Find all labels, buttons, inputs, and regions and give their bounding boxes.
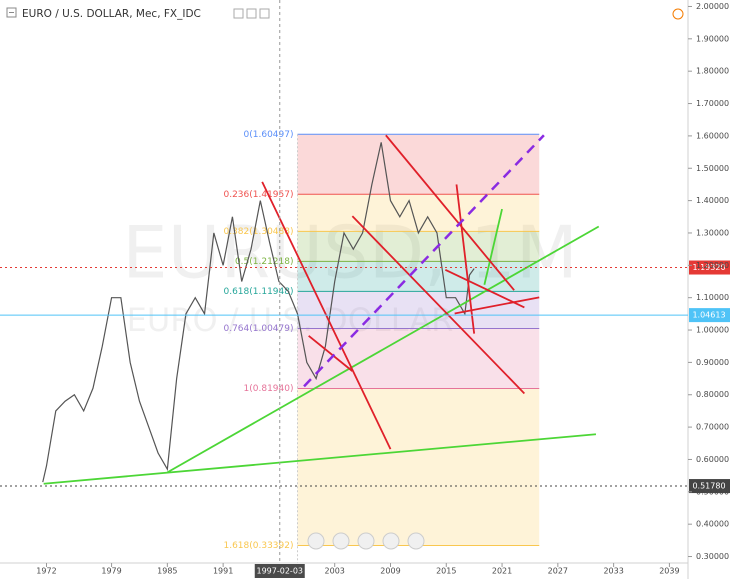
y-tick-label: 1.80000 bbox=[696, 67, 729, 76]
fib-band bbox=[297, 194, 540, 232]
x-tick-label: 1991 bbox=[213, 567, 233, 576]
y-tick-label: 0.70000 bbox=[696, 423, 729, 432]
x-tick-label: 2021 bbox=[492, 567, 512, 576]
fib-label: 0.618(1.11948) bbox=[223, 287, 293, 297]
crosshair-label: 1997-02-03 bbox=[257, 567, 304, 576]
y-tick-label: 1.40000 bbox=[696, 196, 729, 205]
fib-label: 0(1.60497) bbox=[244, 130, 294, 140]
fib-band bbox=[297, 231, 540, 262]
button[interactable] bbox=[259, 8, 270, 19]
alert-icon[interactable] bbox=[672, 8, 684, 20]
trendline bbox=[351, 215, 526, 395]
trendline bbox=[308, 335, 353, 372]
price-label: 1.19320 bbox=[692, 263, 725, 272]
fib-label: 0.764(1.00479) bbox=[223, 324, 293, 334]
y-tick-label: 1.10000 bbox=[696, 293, 729, 302]
price-label: 1.04613 bbox=[692, 311, 725, 320]
y-tick-label: 0.30000 bbox=[696, 552, 729, 561]
y-tick-label: 0.60000 bbox=[696, 455, 729, 464]
x-tick-label: 1985 bbox=[157, 567, 177, 576]
price-label: 0.51780 bbox=[692, 482, 725, 491]
collapse-icon[interactable] bbox=[6, 7, 17, 18]
y-tick-label: 1.20000 bbox=[696, 261, 729, 270]
watermark-sub: EURO / U.S. DOLLAR bbox=[127, 301, 454, 339]
y-tick-label: 1.00000 bbox=[696, 326, 729, 335]
toolbar-button[interactable] bbox=[382, 532, 400, 550]
trendline bbox=[43, 433, 597, 485]
price-label-box bbox=[689, 308, 730, 323]
trendline bbox=[444, 269, 525, 309]
trendline bbox=[454, 296, 540, 315]
fib-label: 0.5(1.21218) bbox=[235, 257, 294, 267]
toolbar-button[interactable] bbox=[407, 532, 425, 550]
y-tick-label: 1.60000 bbox=[696, 131, 729, 140]
zoom-toolbar bbox=[307, 532, 425, 550]
trendline bbox=[455, 184, 476, 334]
fib-label: 1(0.81940) bbox=[244, 384, 294, 394]
x-tick-label: 2009 bbox=[380, 567, 400, 576]
y-tick-label: 0.40000 bbox=[696, 520, 729, 529]
trendline bbox=[303, 134, 545, 388]
y-tick-label: 0.90000 bbox=[696, 358, 729, 367]
fib-band bbox=[297, 134, 540, 195]
chart-title: EURO / U.S. DOLLAR, Mec, FX_IDC bbox=[22, 8, 201, 20]
x-tick-label: 2003 bbox=[325, 567, 345, 576]
trendline bbox=[483, 208, 503, 285]
toolbar-button[interactable] bbox=[332, 532, 350, 550]
price-line bbox=[42, 142, 475, 483]
title-buttons bbox=[233, 8, 270, 19]
price-label-box bbox=[689, 260, 730, 275]
y-tick-label: 1.90000 bbox=[696, 34, 729, 43]
toolbar-button[interactable] bbox=[307, 532, 325, 550]
fib-band bbox=[297, 328, 540, 389]
y-tick-label: 0.80000 bbox=[696, 390, 729, 399]
x-tick-label: 1979 bbox=[101, 567, 121, 576]
x-tick-label: 2027 bbox=[548, 567, 568, 576]
y-tick-label: 1.70000 bbox=[696, 99, 729, 108]
button[interactable] bbox=[233, 8, 244, 19]
price-label-box bbox=[689, 479, 730, 494]
plot-area: EURUSD, 1M EURO / U.S. DOLLAR 0(1.60497) 0.… bbox=[42, 130, 600, 563]
x-tick-label: 2039 bbox=[659, 567, 679, 576]
watermark: EURUSD, 1M bbox=[122, 211, 578, 295]
y-tick-label: 2.00000 bbox=[696, 2, 729, 11]
fib-band bbox=[297, 388, 540, 546]
fib-label: 1.618(0.33392) bbox=[223, 541, 293, 551]
crosshair-label-box bbox=[254, 564, 305, 578]
button[interactable] bbox=[246, 8, 257, 19]
y-tick-label: 0.50000 bbox=[696, 487, 729, 496]
x-tick-label: 2015 bbox=[436, 567, 456, 576]
x-tick-label: 1972 bbox=[36, 567, 56, 576]
toolbar-button[interactable] bbox=[357, 532, 375, 550]
fib-band bbox=[297, 291, 540, 329]
y-tick-label: 1.50000 bbox=[696, 164, 729, 173]
fib-label: 0.236(1.41957) bbox=[223, 190, 293, 200]
x-tick-label: 2033 bbox=[603, 567, 623, 576]
trendline bbox=[385, 134, 515, 291]
y-tick-label: 1.30000 bbox=[696, 228, 729, 237]
fib-label: 0.382(1.30488) bbox=[223, 227, 293, 237]
